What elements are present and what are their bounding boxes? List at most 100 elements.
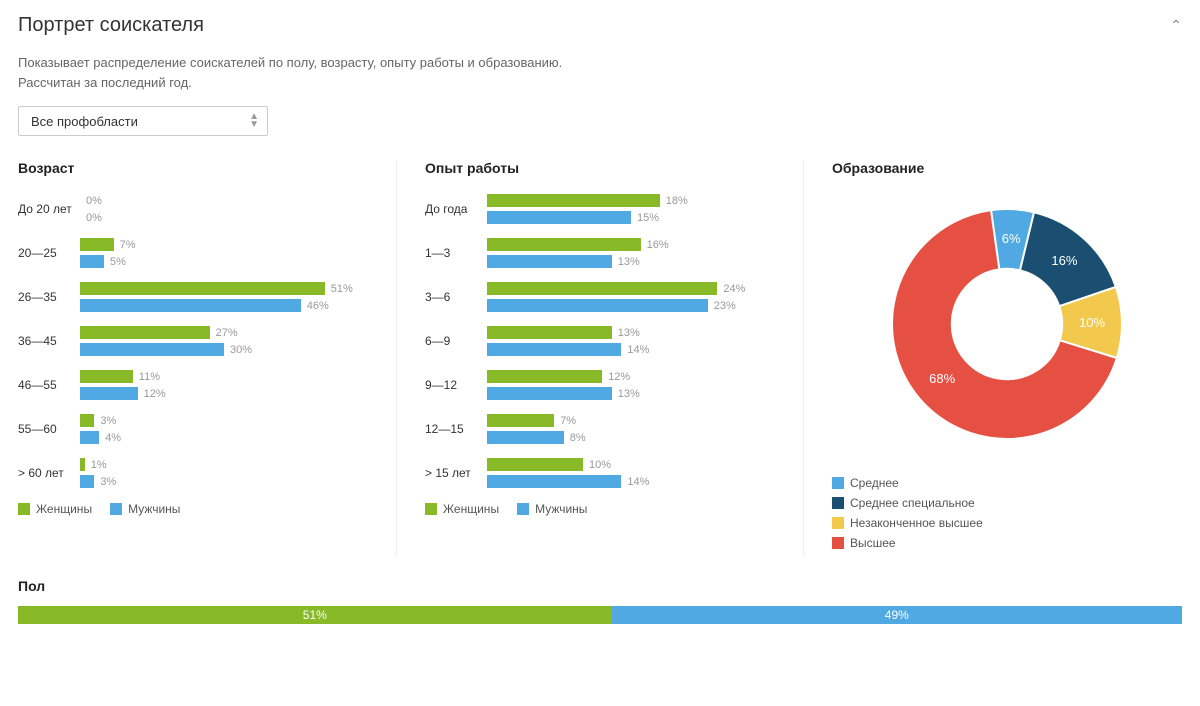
bar-line: 14% [487, 343, 775, 356]
bar-value-label: 8% [570, 432, 586, 444]
age-column: Возраст До 20 лет0%0%20—257%5%26—3551%46… [18, 160, 397, 556]
bar-line: 12% [487, 370, 775, 383]
donut-slice-label: 68% [929, 371, 955, 386]
bar [487, 370, 602, 383]
legend-swatch [832, 517, 844, 529]
bar-line: 0% [80, 194, 368, 207]
age-legend: Женщины Мужчины [18, 502, 368, 516]
legend-item: Женщины [425, 502, 499, 516]
bar [487, 414, 554, 427]
bar-value-label: 23% [714, 300, 736, 312]
bar [80, 387, 138, 400]
bar-value-label: 14% [627, 344, 649, 356]
bar-line: 13% [487, 387, 775, 400]
education-chart-title: Образование [832, 160, 1182, 176]
bar-pair: 10%14% [487, 458, 775, 488]
bar-value-label: 7% [560, 415, 576, 427]
bar-line: 7% [80, 238, 368, 251]
bar-line: 8% [487, 431, 775, 444]
experience-column: Опыт работы До года18%15%1—316%13%3—624%… [425, 160, 804, 556]
bar-pair: 1%3% [80, 458, 368, 488]
category-label: 12—15 [425, 422, 487, 436]
bar-pair: 7%5% [80, 238, 368, 268]
bar-line: 13% [487, 326, 775, 339]
experience-chart-title: Опыт работы [425, 160, 775, 176]
legend-item: Высшее [832, 536, 1182, 550]
category-label: 9—12 [425, 378, 487, 392]
legend-item: Среднее [832, 476, 1182, 490]
bar-line: 7% [487, 414, 775, 427]
bar-value-label: 46% [307, 300, 329, 312]
bar-pair: 16%13% [487, 238, 775, 268]
bar [80, 343, 224, 356]
bar [487, 387, 612, 400]
bar [80, 299, 301, 312]
category-label: 26—35 [18, 290, 80, 304]
bar-pair: 18%15% [487, 194, 775, 224]
select-arrows-icon: ▲▼ [249, 113, 259, 129]
legend-label: Среднее [850, 476, 899, 490]
bar [487, 475, 621, 488]
bar-line: 0% [80, 211, 368, 224]
bar-value-label: 13% [618, 388, 640, 400]
bar [487, 194, 660, 207]
category-label: 46—55 [18, 378, 80, 392]
bar-row: 46—5511%12% [18, 370, 368, 400]
bar-line: 12% [80, 387, 368, 400]
bar [80, 255, 104, 268]
bar-line: 13% [487, 255, 775, 268]
bar-line: 27% [80, 326, 368, 339]
bar [80, 458, 85, 471]
bar-pair: 24%23% [487, 282, 775, 312]
bar-value-label: 4% [105, 432, 121, 444]
legend-item: Женщины [18, 502, 92, 516]
bar-row: До 20 лет0%0% [18, 194, 368, 224]
bar-row: До года18%15% [425, 194, 775, 224]
bar-line: 1% [80, 458, 368, 471]
legend-item: Мужчины [110, 502, 180, 516]
bar-line: 5% [80, 255, 368, 268]
category-label: 20—25 [18, 246, 80, 260]
bar-pair: 51%46% [80, 282, 368, 312]
bar-value-label: 16% [647, 239, 669, 251]
bar-line: 46% [80, 299, 368, 312]
gender-chart-title: Пол [18, 578, 1182, 594]
bar-value-label: 7% [120, 239, 136, 251]
education-donut: 6%16%10%68% [877, 194, 1137, 454]
bar-value-label: 1% [91, 459, 107, 471]
bar-row: 36—4527%30% [18, 326, 368, 356]
bar [80, 282, 325, 295]
profession-select[interactable]: Все профобласти ▲▼ [18, 106, 268, 136]
subtitle-line-2: Рассчитан за последний год. [18, 75, 192, 90]
bar [487, 458, 583, 471]
gender-segment: 49% [612, 606, 1182, 624]
collapse-toggle[interactable]: ⌃ [1170, 17, 1182, 34]
bar [487, 299, 708, 312]
bar [80, 370, 133, 383]
bar-pair: 12%13% [487, 370, 775, 400]
bar-row: 9—1212%13% [425, 370, 775, 400]
bar [487, 255, 612, 268]
legend-label: Незаконченное высшее [850, 516, 983, 530]
bar-line: 14% [487, 475, 775, 488]
bar-pair: 7%8% [487, 414, 775, 444]
legend-label: Среднее специальное [850, 496, 975, 510]
category-label: До года [425, 202, 487, 216]
donut-slice-label: 6% [1002, 231, 1021, 246]
donut-slice-label: 10% [1079, 315, 1105, 330]
bar-value-label: 24% [723, 283, 745, 295]
legend-label: Мужчины [535, 502, 587, 516]
bar-value-label: 0% [86, 195, 102, 207]
legend-swatch [18, 503, 30, 515]
legend-swatch [832, 537, 844, 549]
bar [80, 326, 210, 339]
legend-item: Среднее специальное [832, 496, 1182, 510]
bar-row: 26—3551%46% [18, 282, 368, 312]
bar-pair: 27%30% [80, 326, 368, 356]
education-column: Образование 6%16%10%68% СреднееСреднее с… [832, 160, 1182, 556]
bar-line: 30% [80, 343, 368, 356]
legend-swatch [517, 503, 529, 515]
category-label: 36—45 [18, 334, 80, 348]
bar-line: 24% [487, 282, 775, 295]
bar-pair: 11%12% [80, 370, 368, 400]
